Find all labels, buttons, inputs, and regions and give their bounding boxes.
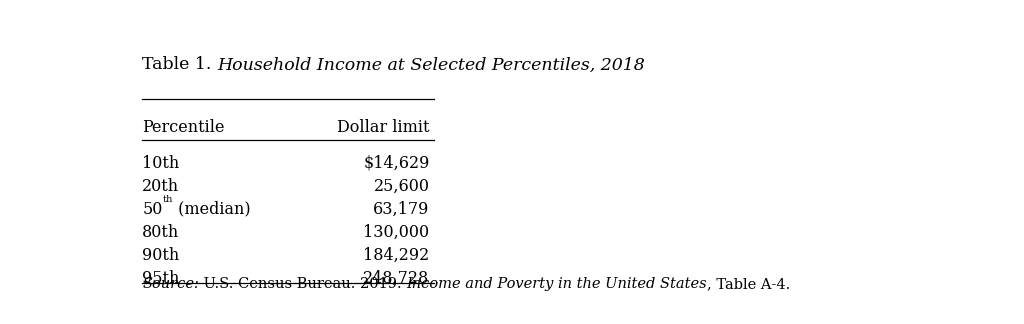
Text: Dollar limit: Dollar limit bbox=[337, 119, 430, 136]
Text: th: th bbox=[163, 195, 173, 204]
Text: Household Income at Selected Percentiles, 2018: Household Income at Selected Percentiles… bbox=[217, 56, 645, 73]
Text: 20th: 20th bbox=[142, 178, 179, 195]
Text: 248,728: 248,728 bbox=[364, 270, 430, 287]
Text: Percentile: Percentile bbox=[142, 119, 225, 136]
Text: Income and Poverty in the United States: Income and Poverty in the United States bbox=[407, 277, 707, 291]
Text: Source:: Source: bbox=[142, 277, 199, 291]
Text: 63,179: 63,179 bbox=[373, 201, 430, 218]
Text: 50: 50 bbox=[142, 201, 163, 218]
Text: 130,000: 130,000 bbox=[364, 224, 430, 241]
Text: 90th: 90th bbox=[142, 247, 179, 264]
Text: 80th: 80th bbox=[142, 224, 179, 241]
Text: Table 1.: Table 1. bbox=[142, 56, 217, 73]
Text: $14,629: $14,629 bbox=[364, 155, 430, 172]
Text: 10th: 10th bbox=[142, 155, 179, 172]
Text: 95th: 95th bbox=[142, 270, 179, 287]
Text: 184,292: 184,292 bbox=[364, 247, 430, 264]
Text: (median): (median) bbox=[173, 201, 251, 218]
Text: , Table A-4.: , Table A-4. bbox=[707, 277, 791, 291]
Text: U.S. Census Bureau. 2019.: U.S. Census Bureau. 2019. bbox=[199, 277, 407, 291]
Text: 25,600: 25,600 bbox=[374, 178, 430, 195]
